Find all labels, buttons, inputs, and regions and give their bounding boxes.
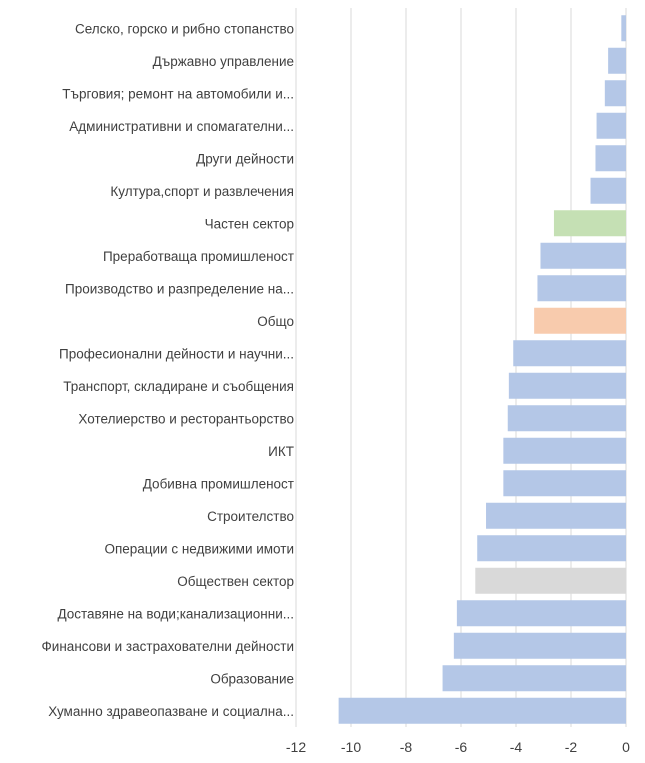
bar: [604, 80, 626, 107]
bar: [453, 632, 626, 659]
category-label: Административни и спомагателни...: [69, 119, 294, 134]
x-tick-label: -4: [510, 739, 523, 755]
x-tick-label: -12: [286, 739, 306, 755]
bar: [590, 177, 626, 204]
bar: [507, 405, 626, 432]
bar: [442, 665, 626, 692]
bar: [338, 697, 626, 724]
category-label: Хотелиерство и ресторантьорство: [78, 411, 294, 426]
category-label: Общо: [257, 314, 294, 329]
category-label: Добивна промишленост: [143, 476, 294, 491]
category-label: Култура,спорт и развлечения: [110, 184, 294, 199]
category-label: Обществен сектор: [177, 574, 294, 589]
category-label: Строителство: [207, 509, 294, 524]
category-label: Професионални дейности и научни...: [59, 346, 294, 361]
x-tick-label: -2: [565, 739, 578, 755]
category-label: Операции с недвижими имоти: [104, 541, 294, 556]
x-tick-label: 0: [622, 739, 630, 755]
x-tick-label: -10: [341, 739, 361, 755]
bar: [621, 15, 626, 42]
category-label: Финансови и застрахователни дейности: [42, 639, 294, 654]
category-label: Частен сектор: [205, 216, 294, 231]
bar: [503, 470, 626, 497]
category-label: Преработваща промишленост: [103, 249, 294, 264]
bar: [503, 437, 626, 464]
category-label: Производство и разпределение на...: [65, 281, 294, 296]
bar: [534, 307, 626, 334]
bar: [596, 112, 626, 139]
bar: [513, 340, 626, 367]
category-label: Хуманно здравеопазване и социална...: [48, 704, 294, 719]
bar: [477, 535, 626, 562]
bar: [595, 145, 626, 172]
bar: [608, 47, 626, 74]
category-label: Държавно управление: [153, 54, 294, 69]
category-label: Други дейности: [196, 151, 294, 166]
bar: [540, 242, 626, 269]
category-label: Доставяне на води;канализационни...: [57, 606, 294, 621]
x-tick-label: -6: [455, 739, 468, 755]
bar: [553, 210, 626, 237]
category-label: ИКТ: [268, 444, 294, 459]
bar: [508, 372, 626, 399]
x-tick-label: -8: [400, 739, 413, 755]
bar: [456, 600, 626, 627]
bar: [486, 502, 626, 529]
category-label: Селско, горско и рибно стопанство: [75, 21, 294, 36]
category-label: Образование: [210, 671, 294, 686]
bar: [537, 275, 626, 302]
category-label: Търговия; ремонт на автомобили и...: [62, 86, 294, 101]
category-label: Транспорт, складиране и съобщения: [63, 379, 294, 394]
bar: [475, 567, 626, 594]
